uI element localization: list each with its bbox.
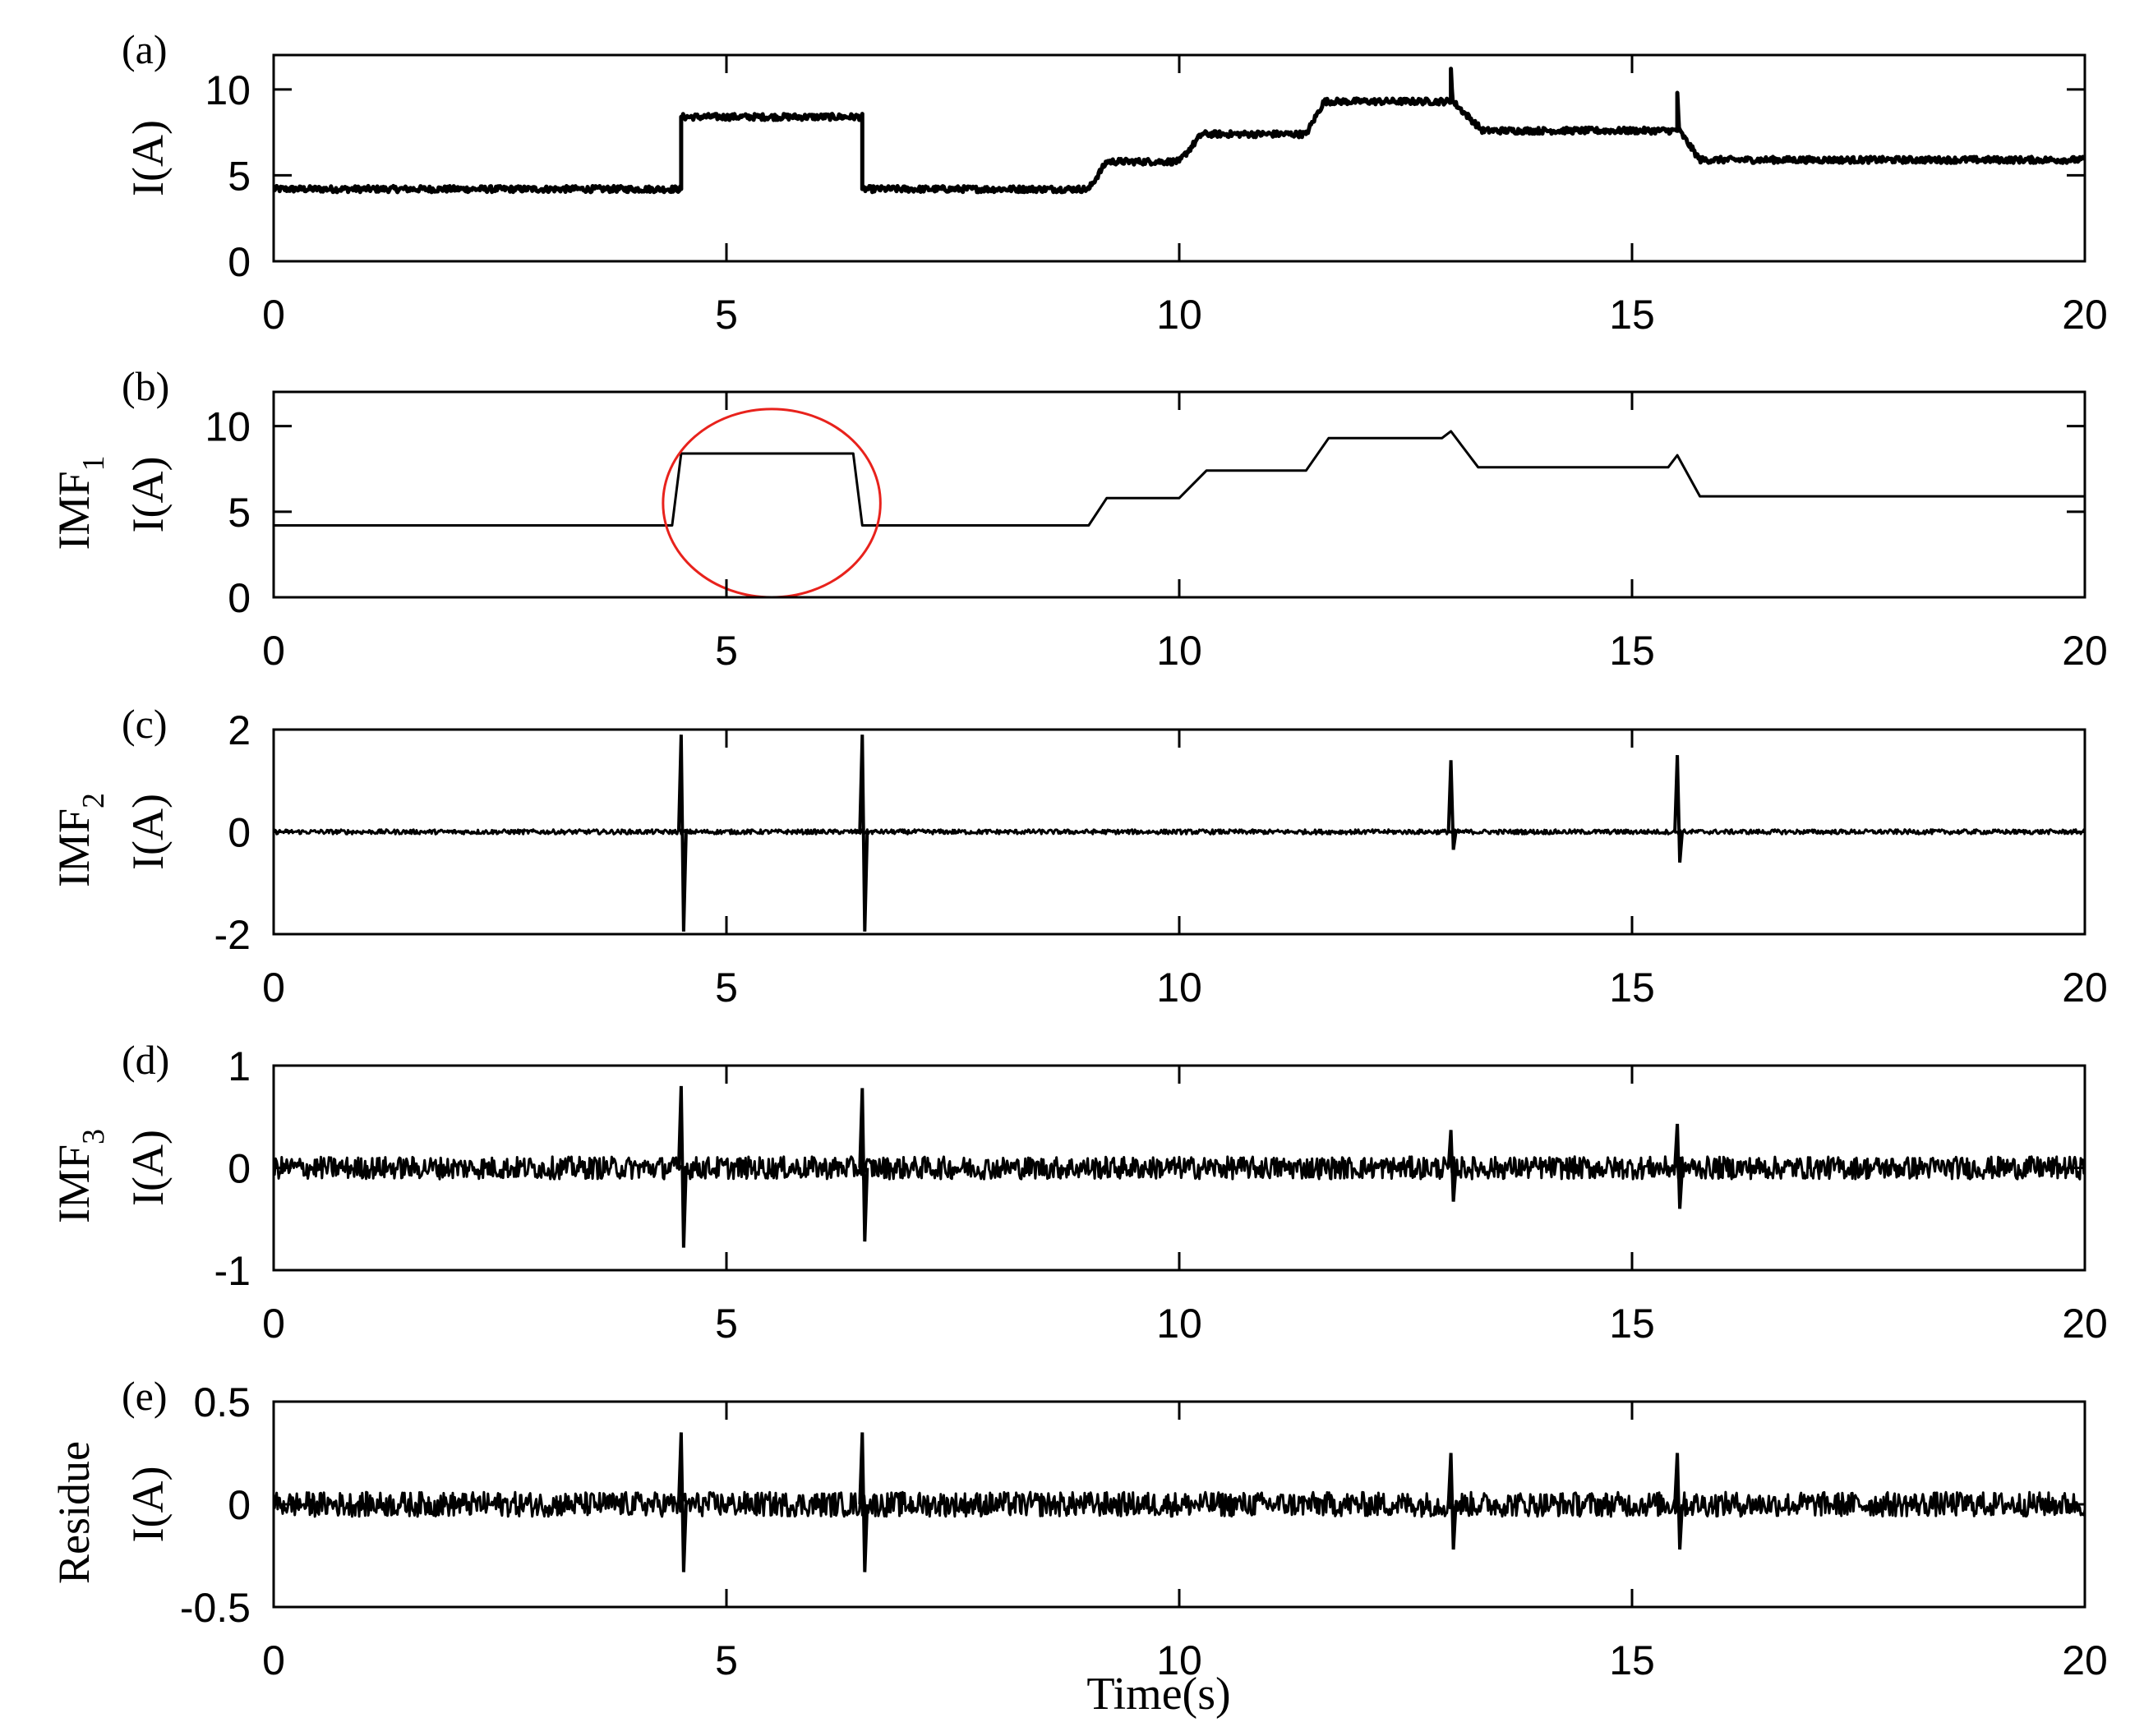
y-axis-subscript: 2 (76, 793, 111, 808)
y-axis-label: I(A) (123, 120, 173, 196)
spike-mark (1446, 1130, 1458, 1202)
data-line (274, 1155, 2085, 1181)
x-tick-label: 15 (1609, 1637, 1655, 1683)
y-axis-prefix-label: IMF2 (49, 793, 111, 887)
panel-label: (c) (122, 701, 168, 747)
x-tick-label: 10 (1156, 1301, 1202, 1347)
spike-mark (858, 1088, 869, 1242)
y-tick-label: 1 (228, 1043, 251, 1089)
x-tick-label: 5 (715, 1637, 738, 1683)
y-axis-prefix-label: Residue (49, 1441, 99, 1584)
x-tick-label: 20 (2062, 965, 2108, 1011)
y-axis-label: I(A) (123, 794, 173, 870)
x-tick-label: 0 (262, 628, 285, 674)
y-axis-label: I(A) (123, 457, 173, 533)
x-tick-label: 5 (715, 965, 738, 1011)
x-tick-label: 5 (715, 1301, 738, 1347)
x-tick-label: 5 (715, 292, 738, 338)
panel-label: (e) (122, 1373, 168, 1419)
x-tick-label: 15 (1609, 628, 1655, 674)
y-tick-label: 0.5 (193, 1379, 251, 1425)
y-tick-label: -2 (214, 912, 251, 958)
spike-mark (1446, 760, 1458, 850)
x-tick-label: 0 (262, 292, 285, 338)
y-axis-prefix-label: IMF1 (49, 455, 111, 550)
y-tick-label: 0 (228, 1482, 251, 1528)
y-axis-subscript: 1 (76, 455, 111, 471)
x-tick-label: 20 (2062, 1301, 2108, 1347)
data-line (274, 828, 2085, 836)
y-tick-label: 0 (228, 810, 251, 856)
x-tick-label: 10 (1156, 1637, 1202, 1683)
panel-label: (a) (122, 26, 168, 72)
spike-mark (858, 734, 869, 932)
y-tick-label: 10 (205, 404, 251, 450)
y-tick-label: -0.5 (180, 1585, 251, 1631)
spike-mark (676, 1085, 688, 1248)
y-axis-label: I(A) (123, 1130, 173, 1206)
x-tick-label: 10 (1156, 292, 1202, 338)
y-tick-label: -1 (214, 1248, 251, 1294)
spike-mark (676, 734, 688, 932)
panel-e: 0 5 10 15 20-0.500.5(e)I(A)Residue (49, 1373, 2108, 1683)
spike-mark (1673, 755, 1685, 863)
y-tick-label: 2 (228, 707, 251, 753)
x-tick-label: 20 (2062, 292, 2108, 338)
y-tick-label: 0 (228, 239, 251, 285)
y-tick-label: 0 (228, 1146, 251, 1192)
y-axis-subscript: 3 (76, 1129, 111, 1144)
x-tick-label: 15 (1609, 1301, 1655, 1347)
spike-mark (1446, 1453, 1458, 1550)
y-tick-label: 0 (228, 575, 251, 621)
axes-box (272, 390, 2086, 599)
x-axis-label: Time(s) (1086, 1669, 1230, 1720)
panel-b: 0 5 10 15 20 0 5 10 (b) I(A)IMF1 (49, 363, 2108, 674)
data-line (274, 1490, 2085, 1518)
x-tick-label: 5 (715, 628, 738, 674)
x-tick-label: 0 (262, 1637, 285, 1683)
x-tick-label: 10 (1156, 965, 1202, 1011)
spike-mark (1673, 1453, 1685, 1550)
y-tick-label: 10 (205, 67, 251, 113)
panel-label: (d) (122, 1037, 169, 1083)
data-line (274, 430, 2085, 527)
x-tick-label: 20 (2062, 628, 2108, 674)
panel-label: (b) (122, 363, 169, 409)
spike-mark (858, 1432, 869, 1573)
data-line (274, 67, 2085, 195)
spike-mark (1673, 1123, 1685, 1209)
x-tick-label: 0 (262, 1301, 285, 1347)
highlight-circle (662, 408, 882, 599)
y-axis-prefix-label: IMF3 (49, 1129, 111, 1223)
x-tick-label: 0 (262, 965, 285, 1011)
spike-mark (676, 1432, 688, 1573)
x-tick-label: 15 (1609, 965, 1655, 1011)
y-tick-label: 5 (228, 490, 251, 536)
x-tick-label: 10 (1156, 628, 1202, 674)
x-tick-label: 20 (2062, 1637, 2108, 1683)
panel-a: 0 5 10 15 20 0 5 10 (a) I(A) (122, 26, 2108, 338)
panel-d: 0 5 10 15 20-101(d)I(A)IMF3 (49, 1037, 2108, 1347)
y-tick-label: 5 (228, 153, 251, 199)
panel-c: 0 5 10 15 20-202(c)I(A)IMF2 (49, 701, 2108, 1011)
x-tick-label: 15 (1609, 292, 1655, 338)
y-axis-label: I(A) (123, 1467, 173, 1543)
